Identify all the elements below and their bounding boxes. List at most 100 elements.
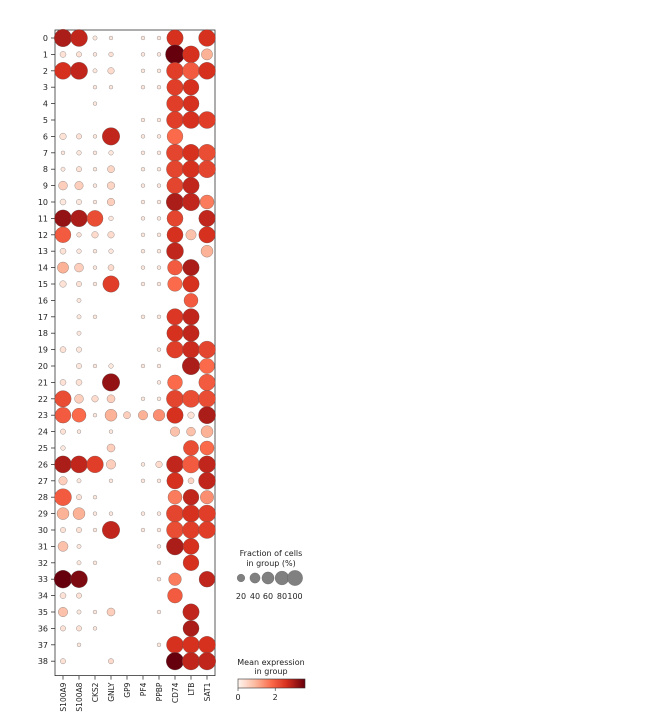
- data-dot: [166, 242, 184, 260]
- data-dot: [108, 363, 114, 369]
- data-dot: [140, 478, 146, 483]
- data-dot: [166, 177, 184, 194]
- data-dot: [166, 111, 184, 129]
- data-dot: [156, 396, 162, 401]
- data-dot: [92, 52, 98, 57]
- data-dot: [59, 198, 67, 206]
- data-dot: [102, 127, 120, 146]
- data-dot: [182, 357, 200, 375]
- data-dot: [187, 411, 195, 419]
- data-dot: [76, 494, 82, 501]
- data-dot: [106, 459, 116, 470]
- data-dot: [155, 460, 163, 468]
- data-dot: [198, 652, 216, 671]
- data-dot: [166, 406, 184, 424]
- x-tick-label: GP9: [123, 682, 132, 697]
- data-dot: [167, 490, 183, 505]
- data-dot: [57, 261, 69, 274]
- data-dot: [102, 521, 120, 539]
- data-dot: [92, 265, 98, 270]
- data-dot: [156, 511, 162, 516]
- y-tick-label: 13: [38, 247, 48, 256]
- x-tick-label: S100A9: [59, 682, 68, 711]
- data-dot: [166, 455, 184, 474]
- y-tick-label: 11: [38, 214, 48, 223]
- data-dot: [108, 85, 114, 90]
- data-dot: [182, 177, 200, 194]
- data-dot: [57, 541, 69, 552]
- data-dot: [166, 636, 184, 654]
- data-dot: [138, 410, 148, 421]
- data-dot: [58, 180, 68, 191]
- y-tick-label: 3: [43, 83, 48, 92]
- data-dot: [140, 527, 146, 533]
- x-tick-label: PPBP: [155, 682, 164, 701]
- data-dot: [165, 44, 185, 65]
- data-dot: [54, 488, 72, 506]
- data-dot: [106, 394, 116, 403]
- data-dot: [70, 455, 88, 474]
- data-dot: [152, 409, 166, 422]
- y-tick-label: 34: [38, 592, 48, 601]
- data-dot: [102, 275, 120, 293]
- size-legend-title: Fraction of cells: [240, 549, 303, 558]
- color-legend-title: in group: [254, 667, 287, 676]
- data-dot: [60, 527, 66, 533]
- size-legend-label: 40: [250, 592, 260, 601]
- data-dot: [140, 216, 146, 221]
- data-dot: [70, 62, 88, 80]
- data-dot: [156, 478, 162, 483]
- data-dot: [156, 35, 162, 41]
- data-dot: [198, 390, 216, 408]
- size-legend-dot: [261, 571, 275, 585]
- data-dot: [156, 134, 162, 139]
- data-dot: [182, 504, 200, 523]
- data-dot: [156, 183, 162, 188]
- data-dot: [156, 167, 162, 172]
- data-dot: [156, 281, 162, 287]
- data-dot: [58, 607, 68, 617]
- data-dot: [59, 592, 67, 599]
- data-dot: [76, 544, 82, 549]
- data-dot: [108, 429, 114, 434]
- data-dot: [156, 199, 162, 205]
- data-dot: [182, 390, 200, 408]
- data-dot: [166, 308, 184, 326]
- data-dot: [182, 144, 200, 162]
- y-tick-label: 31: [38, 542, 48, 551]
- data-dot: [156, 216, 162, 221]
- data-dot: [140, 281, 146, 287]
- data-dot: [140, 68, 146, 73]
- data-dot: [198, 636, 216, 654]
- data-dot: [74, 181, 84, 190]
- data-dot: [60, 166, 66, 172]
- size-legend-label: 80: [277, 592, 287, 601]
- data-dot: [76, 363, 82, 369]
- data-dot: [60, 445, 66, 451]
- x-tick-label: CKS2: [91, 682, 100, 702]
- data-dot: [108, 150, 114, 156]
- data-dot: [167, 587, 183, 604]
- data-dot: [201, 48, 213, 61]
- data-dot: [200, 425, 214, 438]
- y-tick-label: 14: [38, 264, 48, 273]
- data-dot: [92, 527, 98, 533]
- data-dot: [108, 215, 114, 221]
- data-dot: [59, 248, 67, 255]
- data-dot: [140, 117, 146, 123]
- data-dot: [92, 134, 98, 139]
- data-dot: [156, 380, 162, 385]
- size-legend-dot: [274, 570, 290, 586]
- data-dot: [92, 150, 98, 155]
- data-dot: [182, 603, 200, 621]
- data-dot: [167, 374, 183, 391]
- data-dot: [76, 560, 82, 566]
- data-dot: [182, 652, 200, 671]
- data-dot: [54, 407, 72, 424]
- data-dot: [107, 67, 115, 75]
- y-tick-label: 30: [38, 526, 48, 535]
- y-tick-label: 4: [43, 100, 48, 109]
- data-dot: [156, 527, 162, 533]
